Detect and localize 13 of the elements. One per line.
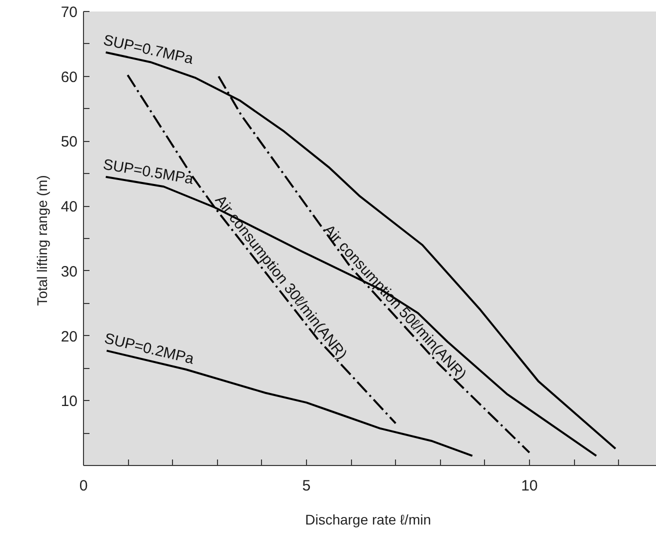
y-tick-label: 20 bbox=[60, 328, 78, 346]
y-tick-label: 50 bbox=[60, 134, 78, 151]
y-tick-label: 10 bbox=[60, 393, 78, 410]
y-axis-title: Total lifting range (m) bbox=[34, 175, 50, 306]
x-tick-label: 5 bbox=[302, 478, 311, 494]
x-axis-title: Discharge rate ℓ/min bbox=[305, 512, 432, 528]
y-tick-label: 60 bbox=[60, 68, 78, 86]
text: SUP=0.5MPa bbox=[102, 156, 196, 188]
x-tick-label: 0 bbox=[79, 478, 88, 494]
y-tick-label: 70 bbox=[60, 4, 78, 21]
x-tick-label: 10 bbox=[521, 478, 538, 494]
y-tick-label: 40 bbox=[60, 198, 78, 216]
y-tick-label: 30 bbox=[60, 263, 78, 280]
